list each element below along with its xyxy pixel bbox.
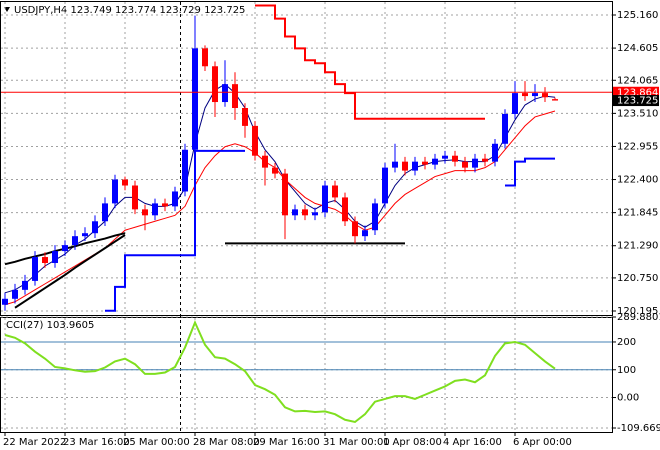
candle-body: [142, 209, 148, 216]
candle-body: [542, 93, 548, 98]
candle-body: [72, 236, 78, 246]
x-tick-label: 4 Apr 16:00: [443, 437, 502, 448]
candle-body: [112, 179, 118, 204]
x-tick-label: 29 Mar 16:00: [253, 437, 320, 448]
indicator-line: [105, 149, 555, 312]
x-tick-label: 1 Apr 08:00: [383, 437, 442, 448]
candle-body: [372, 203, 378, 231]
y-tick-label: 100: [617, 365, 636, 376]
x-tick-label: 31 Mar 00:00: [323, 437, 390, 448]
candle-body: [452, 155, 458, 162]
candle-body: [242, 108, 248, 126]
candle-body: [352, 221, 358, 237]
y-tick-label: 122.400: [617, 175, 658, 186]
x-tick-label: 25 Mar 00:00: [123, 437, 190, 448]
indicator-line: [255, 4, 485, 120]
x-tick-label: 28 Mar 08:00: [193, 437, 260, 448]
candle-body: [312, 212, 318, 216]
price-tag: [613, 95, 659, 107]
candle-body: [302, 209, 308, 216]
y-tick-label: 0.00: [617, 393, 639, 404]
candle-body: [42, 257, 48, 264]
candle-body: [272, 167, 278, 174]
candle-body: [162, 203, 168, 207]
candle-body: [412, 161, 418, 171]
candle-body: [182, 149, 188, 192]
y-tick-label: 124.605: [617, 43, 658, 54]
x-tick-label: 6 Apr 00:00: [513, 437, 572, 448]
y-tick-label: 123.510: [617, 108, 658, 119]
candle-body: [432, 158, 438, 165]
candle-body: [102, 203, 108, 222]
candle-body: [532, 93, 538, 97]
candle-body: [212, 66, 218, 103]
candle-body: [462, 161, 468, 168]
candle-body: [522, 93, 528, 97]
x-tick-label: 22 Mar 2022: [3, 437, 66, 448]
y-tick-label: 125.160: [617, 10, 658, 21]
candle-body: [492, 143, 498, 162]
y-tick-label: 122.955: [617, 141, 658, 152]
candle-body: [252, 125, 258, 156]
candle-body: [22, 280, 28, 290]
y-tick-label: 121.845: [617, 208, 658, 219]
candle-body: [322, 185, 328, 213]
candle-body: [552, 99, 558, 101]
candle-body: [2, 298, 8, 305]
candle-body: [192, 48, 198, 150]
y-tick-label: 124.065: [617, 75, 658, 86]
candle-body: [392, 161, 398, 168]
y-tick-label: 289.8801: [617, 312, 660, 323]
candle-body: [222, 84, 228, 103]
cci-title: CCI(27) 103.9605: [6, 320, 94, 331]
candle-body: [282, 173, 288, 216]
price-panel-frame: [0, 1, 613, 316]
candle-body: [172, 191, 178, 207]
chart-title: USDJPY,H4 123.749 123.774 123.729 123.72…: [14, 5, 245, 16]
candle-body: [342, 197, 348, 222]
indicator-line: [14, 234, 126, 309]
candle-body: [12, 289, 18, 299]
candle-body: [362, 230, 368, 237]
price-tag-label: 123.864: [617, 87, 658, 98]
candle-body: [92, 221, 98, 234]
candle-body: [62, 245, 68, 252]
y-tick-label: 120.195: [617, 306, 658, 317]
y-tick-label: 120.750: [617, 273, 658, 284]
cci-line: [4, 319, 556, 424]
candle-body: [132, 185, 138, 210]
candle-body: [232, 84, 238, 109]
candle-body: [202, 48, 208, 67]
candle-body: [402, 161, 408, 171]
candle-body: [472, 158, 478, 168]
candle-body: [382, 167, 388, 204]
x-tick-label: 23 Mar 16:00: [63, 437, 130, 448]
y-tick-label: -109.6698: [617, 423, 660, 434]
candle-body: [502, 113, 508, 144]
candle-body: [262, 155, 268, 168]
y-tick-label: 121.290: [617, 241, 658, 252]
candle-body: [482, 158, 488, 162]
candle-body: [442, 155, 448, 159]
candle-body: [422, 161, 428, 165]
y-tick-label: 200: [617, 337, 636, 348]
candle-body: [82, 233, 88, 237]
price-tag-label: 123.725: [617, 96, 658, 107]
candle-body: [512, 93, 518, 114]
price-tag: [613, 86, 659, 98]
candle-body: [152, 203, 158, 216]
candle-body: [32, 257, 38, 281]
candle-body: [52, 251, 58, 264]
candle-body: [122, 179, 128, 186]
candle-body: [332, 185, 338, 198]
candle-body: [292, 209, 298, 216]
